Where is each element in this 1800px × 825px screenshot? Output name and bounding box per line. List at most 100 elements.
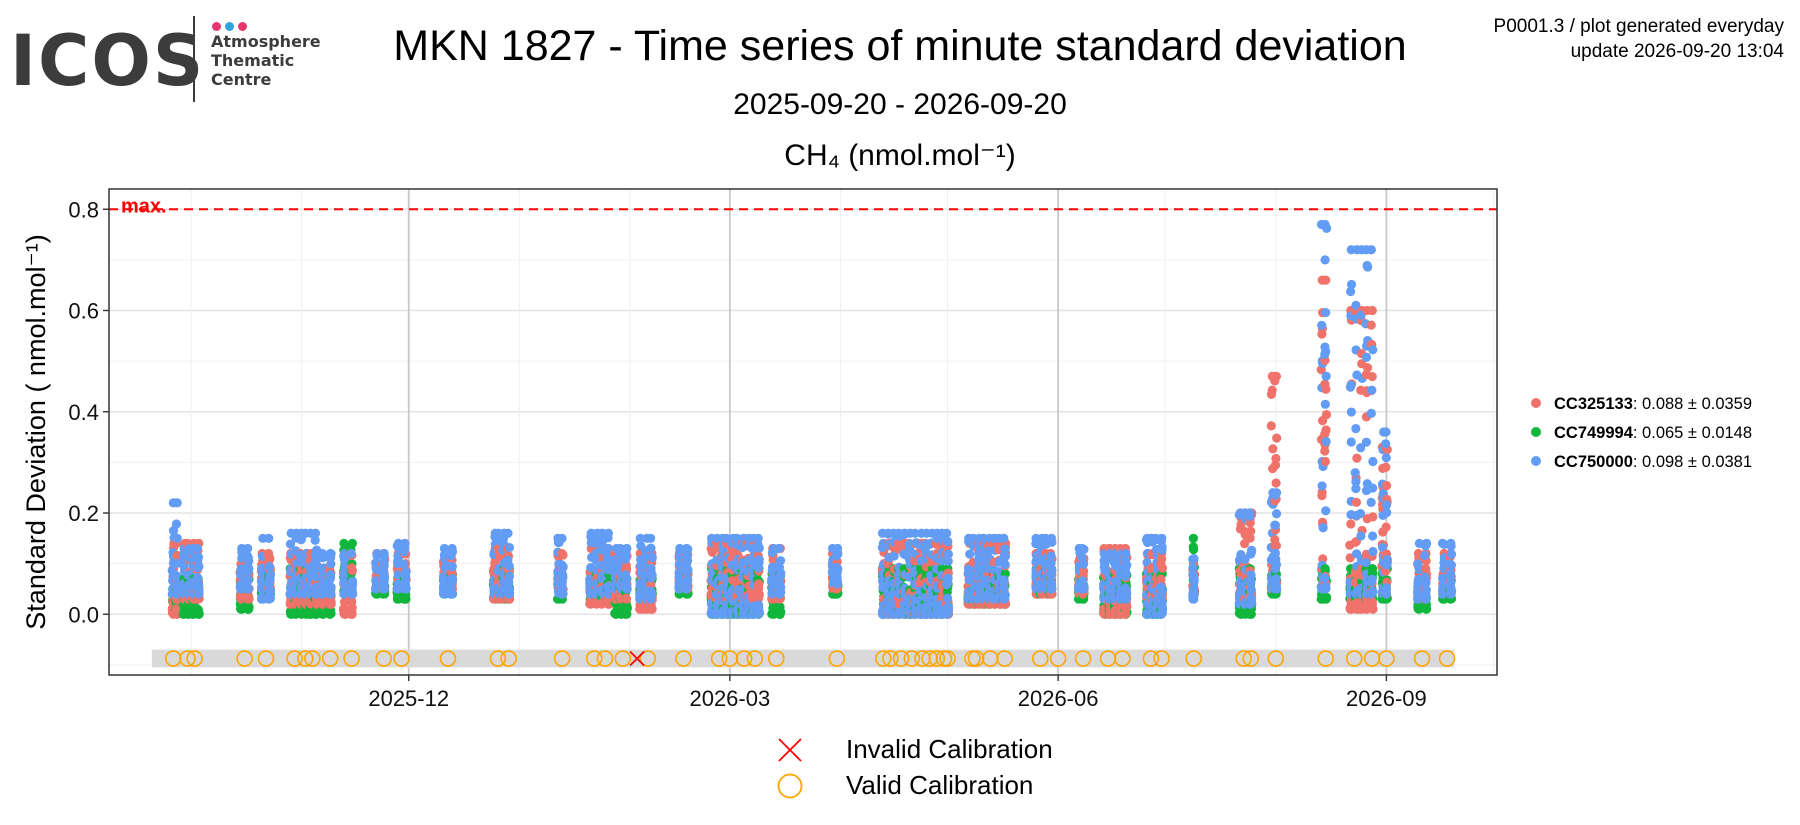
chart-subtitle: 2025-09-20 - 2026-09-20 bbox=[733, 88, 1067, 121]
data-point-cc750000 bbox=[621, 582, 631, 593]
data-point-cc750000 bbox=[1188, 591, 1199, 602]
data-point-cc325133 bbox=[1271, 478, 1281, 488]
data-point-cc750000 bbox=[831, 579, 841, 589]
data-point-cc750000 bbox=[681, 565, 691, 576]
data-point-cc750000 bbox=[943, 578, 953, 588]
data-point-cc750000 bbox=[1046, 537, 1056, 547]
data-point-cc750000 bbox=[646, 533, 656, 543]
data-point-cc750000 bbox=[193, 552, 204, 562]
data-point-cc750000 bbox=[943, 608, 953, 618]
data-point-cc750000 bbox=[999, 533, 1009, 543]
data-point-cc325133 bbox=[1321, 425, 1331, 435]
logo-divider bbox=[193, 16, 195, 102]
data-point-cc325133 bbox=[1346, 519, 1356, 529]
data-point-cc750000 bbox=[1317, 320, 1327, 330]
data-point-cc325133 bbox=[1321, 409, 1332, 420]
data-point-cc750000 bbox=[194, 588, 204, 598]
data-point-cc750000 bbox=[621, 571, 631, 582]
data-point-cc750000 bbox=[378, 583, 388, 594]
data-point-cc750000 bbox=[504, 571, 515, 581]
data-point-cc325133 bbox=[1268, 444, 1278, 454]
data-point-cc750000 bbox=[339, 589, 349, 599]
data-point-cc750000 bbox=[776, 571, 786, 581]
data-point-cc750000 bbox=[1078, 559, 1089, 569]
data-point-cc750000 bbox=[243, 543, 253, 554]
data-point-cc750000 bbox=[235, 569, 246, 580]
data-point-cc325133 bbox=[1320, 456, 1330, 467]
data-point-cc750000 bbox=[1271, 509, 1282, 519]
data-point-cc750000 bbox=[347, 576, 357, 587]
data-point-cc750000 bbox=[446, 589, 456, 599]
data-points bbox=[167, 219, 1457, 619]
data-point-cc750000 bbox=[558, 562, 568, 572]
data-point-cc750000 bbox=[194, 562, 204, 572]
data-point-cc750000 bbox=[1270, 520, 1281, 530]
data-point-cc750000 bbox=[621, 544, 631, 554]
data-point-cc750000 bbox=[192, 572, 203, 583]
data-point-cc750000 bbox=[832, 551, 842, 561]
data-point-cc750000 bbox=[1320, 342, 1330, 352]
data-point-cc750000 bbox=[753, 540, 763, 551]
data-point-cc750000 bbox=[1320, 399, 1330, 409]
meta-line-2: update 2026-09-20 13:04 bbox=[1570, 41, 1784, 62]
chart-title: MKN 1827 - Time series of minute standar… bbox=[0, 22, 1800, 71]
data-point-cc750000 bbox=[242, 562, 253, 572]
data-point-cc750000 bbox=[1188, 554, 1198, 564]
meta-line-1: P0001.3 / plot generated everyday bbox=[1493, 16, 1784, 37]
data-point-cc749994 bbox=[193, 605, 203, 615]
data-point-cc750000 bbox=[647, 552, 657, 562]
data-point-cc750000 bbox=[310, 566, 321, 576]
data-point-cc325133 bbox=[558, 550, 568, 560]
data-point-cc750000 bbox=[371, 576, 381, 586]
data-point-cc750000 bbox=[264, 590, 274, 600]
logo-dots bbox=[212, 18, 251, 36]
icos-logo: ICOS Atmosphere Thematic Centre bbox=[10, 14, 330, 104]
data-point-cc750000 bbox=[503, 585, 513, 595]
data-point-cc749994 bbox=[620, 609, 631, 619]
data-point-cc749994 bbox=[1246, 609, 1256, 619]
data-point-cc750000 bbox=[965, 549, 975, 559]
data-point-cc750000 bbox=[1346, 437, 1356, 447]
data-point-cc325133 bbox=[1272, 433, 1282, 443]
data-point-cc750000 bbox=[1246, 545, 1257, 555]
data-point-cc750000 bbox=[646, 586, 656, 596]
data-point-cc325133 bbox=[1320, 446, 1330, 456]
data-point-cc325133 bbox=[1156, 559, 1166, 569]
data-point-cc749994 bbox=[243, 604, 253, 614]
data-point-cc750000 bbox=[193, 579, 204, 589]
data-point-cc750000 bbox=[1188, 570, 1198, 580]
data-point-cc325133 bbox=[1266, 421, 1276, 431]
data-point-cc750000 bbox=[682, 581, 692, 591]
data-point-cc750000 bbox=[243, 552, 253, 563]
data-point-cc750000 bbox=[999, 551, 1009, 561]
data-point-cc325133 bbox=[645, 603, 656, 613]
data-point-cc750000 bbox=[1270, 490, 1280, 500]
data-point-cc750000 bbox=[1321, 307, 1331, 318]
data-point-cc750000 bbox=[1245, 511, 1255, 521]
data-point-cc750000 bbox=[504, 561, 514, 571]
plot-title: CH₄ (nmol.mol⁻¹) bbox=[784, 139, 1016, 172]
data-point-cc750000 bbox=[1346, 380, 1356, 390]
data-point-cc750000 bbox=[347, 586, 357, 596]
data-point-cc325133 bbox=[621, 593, 631, 603]
data-point-cc749994 bbox=[1188, 533, 1198, 543]
data-point-cc750000 bbox=[1271, 560, 1282, 570]
data-point-cc750000 bbox=[557, 533, 567, 543]
data-point-cc750000 bbox=[243, 584, 253, 594]
data-point-cc750000 bbox=[503, 528, 513, 538]
data-point-cc750000 bbox=[243, 575, 253, 586]
data-point-cc325133 bbox=[326, 599, 336, 609]
data-point-cc749994 bbox=[236, 604, 246, 614]
data-point-cc750000 bbox=[1157, 598, 1167, 608]
data-point-cc750000 bbox=[1321, 583, 1331, 594]
data-point-cc750000 bbox=[999, 577, 1009, 587]
data-point-cc750000 bbox=[1156, 609, 1166, 619]
data-point-cc750000 bbox=[1000, 594, 1010, 604]
data-point-cc750000 bbox=[265, 575, 275, 585]
data-point-cc750000 bbox=[1046, 568, 1056, 578]
data-point-cc750000 bbox=[942, 528, 952, 538]
data-point-cc750000 bbox=[774, 543, 784, 554]
logo-dot bbox=[225, 22, 234, 31]
logo-dot bbox=[238, 22, 247, 31]
